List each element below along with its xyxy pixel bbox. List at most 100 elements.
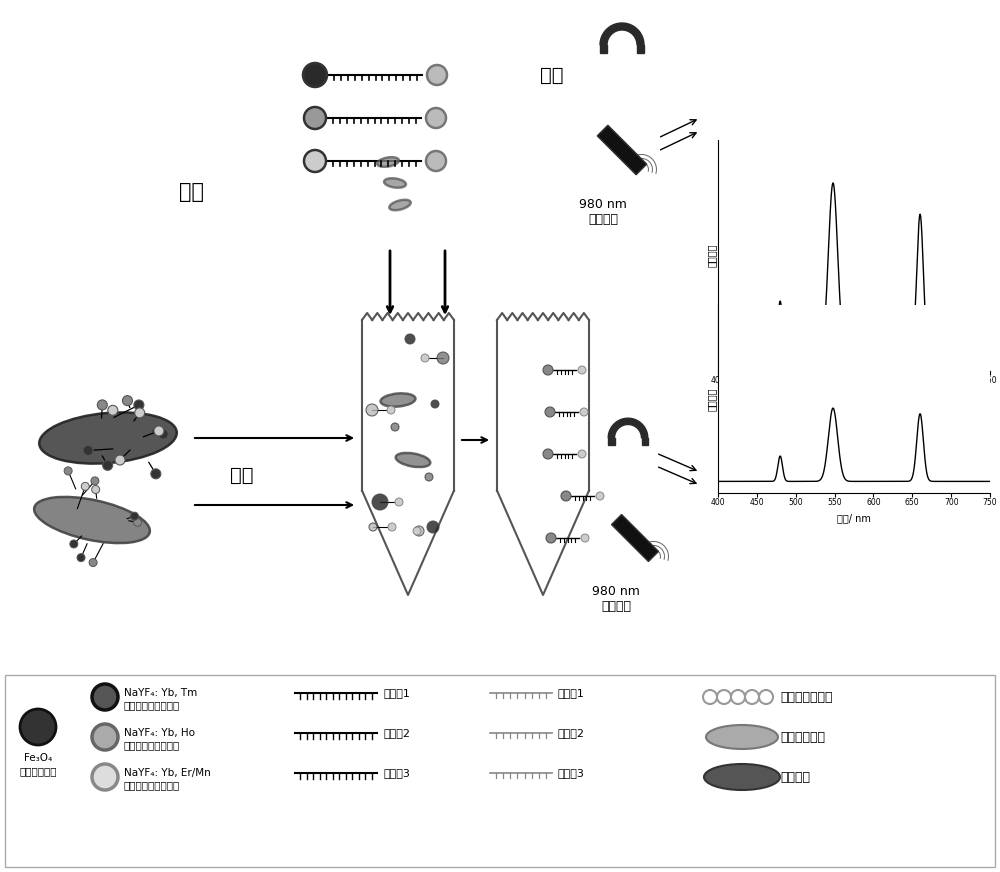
Bar xyxy=(5,675,995,867)
Circle shape xyxy=(134,518,142,527)
Polygon shape xyxy=(642,438,648,446)
Circle shape xyxy=(366,404,378,416)
Circle shape xyxy=(426,151,446,171)
Circle shape xyxy=(122,396,132,405)
Polygon shape xyxy=(608,438,614,446)
Circle shape xyxy=(154,426,164,436)
Polygon shape xyxy=(608,419,648,438)
Circle shape xyxy=(580,408,588,416)
Text: 上转換荧光纳米粒子: 上转換荧光纳米粒子 xyxy=(124,700,180,710)
Circle shape xyxy=(115,455,125,465)
X-axis label: 波长/ nm: 波长/ nm xyxy=(837,391,871,401)
X-axis label: 波长/ nm: 波长/ nm xyxy=(837,513,871,523)
Circle shape xyxy=(304,107,326,129)
Circle shape xyxy=(135,408,145,418)
Circle shape xyxy=(578,366,586,374)
Circle shape xyxy=(543,449,553,459)
Text: NaYF₄: Yb, Tm: NaYF₄: Yb, Tm xyxy=(124,688,197,698)
Ellipse shape xyxy=(396,453,430,467)
Text: 无菌: 无菌 xyxy=(540,65,564,85)
Circle shape xyxy=(596,492,604,500)
Circle shape xyxy=(437,352,449,364)
Circle shape xyxy=(391,423,399,431)
Polygon shape xyxy=(637,45,644,53)
Circle shape xyxy=(92,724,118,750)
Text: NaYF₄: Yb, Ho: NaYF₄: Yb, Ho xyxy=(124,728,195,738)
Circle shape xyxy=(546,533,556,543)
Circle shape xyxy=(97,400,107,410)
Circle shape xyxy=(92,764,118,790)
Text: 980 nm
激光激发: 980 nm 激光激发 xyxy=(592,585,640,613)
Circle shape xyxy=(151,469,161,479)
Polygon shape xyxy=(611,514,659,562)
Text: 适配体2: 适配体2 xyxy=(383,728,410,738)
Ellipse shape xyxy=(384,178,406,187)
Text: 上转換荧光纳米粒子: 上转換荧光纳米粒子 xyxy=(124,780,180,790)
Text: Fe₃O₄: Fe₃O₄ xyxy=(24,753,52,763)
Circle shape xyxy=(759,690,773,704)
Text: 适配体1: 适配体1 xyxy=(383,688,410,698)
Ellipse shape xyxy=(706,725,778,749)
Text: 适配体3: 适配体3 xyxy=(383,768,410,778)
Circle shape xyxy=(108,405,118,415)
Y-axis label: 荧光强度: 荧光强度 xyxy=(707,243,717,267)
Circle shape xyxy=(91,477,99,485)
Ellipse shape xyxy=(389,200,411,210)
Circle shape xyxy=(303,63,327,87)
Ellipse shape xyxy=(704,764,780,790)
Text: 副溶血性弧菌: 副溶血性弧菌 xyxy=(780,731,825,744)
Circle shape xyxy=(431,400,439,408)
Ellipse shape xyxy=(34,497,150,543)
Circle shape xyxy=(92,486,100,494)
Circle shape xyxy=(83,446,93,455)
Circle shape xyxy=(304,150,326,172)
Text: 金黄色葡萄球菌: 金黄色葡萄球菌 xyxy=(780,691,832,704)
Circle shape xyxy=(405,334,415,344)
Text: 磁性纳米粒子: 磁性纳米粒子 xyxy=(19,766,57,776)
Text: 互补鐱2: 互补鐱2 xyxy=(558,728,585,738)
Ellipse shape xyxy=(39,412,177,464)
Text: 互补鐱3: 互补鐱3 xyxy=(558,768,585,778)
Circle shape xyxy=(103,460,113,470)
Circle shape xyxy=(427,521,439,533)
Circle shape xyxy=(745,690,759,704)
Circle shape xyxy=(395,498,403,506)
Polygon shape xyxy=(597,126,647,174)
Circle shape xyxy=(578,450,586,458)
Circle shape xyxy=(561,491,571,501)
Circle shape xyxy=(703,690,717,704)
Text: 互补鐱1: 互补鐱1 xyxy=(558,688,585,698)
Text: 下降: 下降 xyxy=(850,343,874,362)
Circle shape xyxy=(387,406,395,414)
Circle shape xyxy=(427,65,447,85)
Circle shape xyxy=(81,482,89,490)
Circle shape xyxy=(134,400,144,410)
Circle shape xyxy=(388,523,396,531)
Text: 孵育: 孵育 xyxy=(180,182,205,202)
Text: 上转換荧光纳米粒子: 上转換荧光纳米粒子 xyxy=(124,740,180,750)
Y-axis label: 荧光强度: 荧光强度 xyxy=(707,387,717,411)
Circle shape xyxy=(77,554,85,562)
Text: NaYF₄: Yb, Er/Mn: NaYF₄: Yb, Er/Mn xyxy=(124,768,211,778)
Circle shape xyxy=(414,526,424,536)
Circle shape xyxy=(372,494,388,510)
Ellipse shape xyxy=(381,393,415,406)
Ellipse shape xyxy=(377,157,399,167)
Circle shape xyxy=(369,523,377,531)
Circle shape xyxy=(717,690,731,704)
Circle shape xyxy=(64,467,72,475)
Circle shape xyxy=(92,684,118,710)
Circle shape xyxy=(731,690,745,704)
Text: 980 nm
激光激发: 980 nm 激光激发 xyxy=(579,198,627,226)
Polygon shape xyxy=(600,23,644,45)
Circle shape xyxy=(130,512,138,521)
Circle shape xyxy=(426,108,446,128)
Circle shape xyxy=(545,407,555,417)
Polygon shape xyxy=(600,45,607,53)
Circle shape xyxy=(425,473,433,481)
Circle shape xyxy=(543,365,553,375)
Circle shape xyxy=(158,429,168,439)
Circle shape xyxy=(20,709,56,745)
Circle shape xyxy=(89,559,97,567)
Circle shape xyxy=(413,527,421,535)
